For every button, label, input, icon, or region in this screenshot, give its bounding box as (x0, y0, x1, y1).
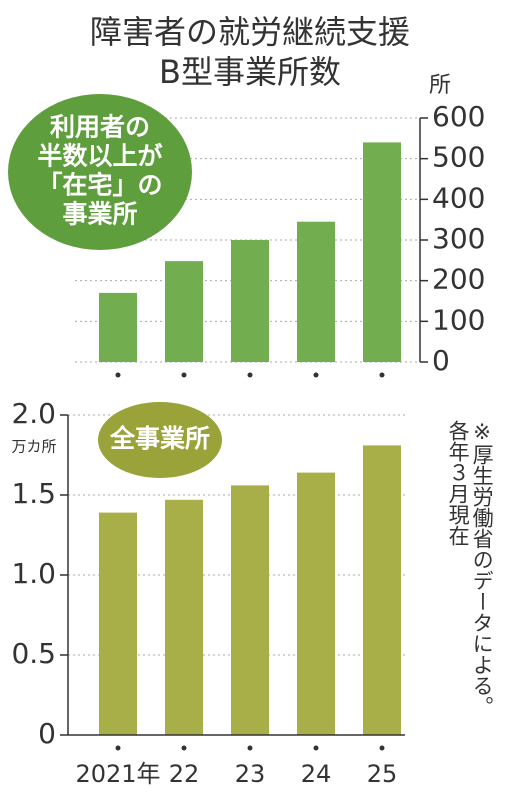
note: ※厚生労働省のデータによる。 (470, 420, 495, 717)
bar (297, 221, 335, 362)
y-tick-label: 0 (432, 344, 450, 377)
bar (99, 512, 137, 735)
badge-text: 全事業所 (109, 424, 210, 453)
category-dot (247, 372, 253, 378)
bar (231, 485, 269, 735)
y-tick-label: 2.0 (11, 397, 56, 430)
bar (165, 261, 203, 362)
category-dot (115, 372, 121, 378)
badge-text: 「在宅」の (37, 171, 162, 200)
y-tick-label: 500 (432, 141, 485, 174)
category-dot (379, 745, 385, 751)
y-tick-label: 1.5 (11, 477, 56, 510)
y-unit: 所 (429, 73, 451, 98)
y-tick-label: 600 (432, 100, 485, 133)
category-dot (181, 372, 187, 378)
x-tick-label: 22 (169, 760, 200, 788)
y-tick-label: 200 (432, 263, 485, 296)
y-unit: 万カ所 (11, 438, 56, 456)
bar (297, 472, 335, 735)
category-dot (313, 372, 319, 378)
chart-title: B型事業所数 (159, 53, 341, 91)
y-tick-label: 400 (432, 181, 485, 214)
category-dot (115, 745, 121, 751)
y-tick-label: 0.5 (11, 637, 56, 670)
badge (98, 402, 222, 478)
bar (231, 240, 269, 362)
bar (99, 292, 137, 362)
y-tick-label: 1.0 (11, 557, 56, 590)
y-tick-label: 100 (432, 303, 485, 336)
y-tick-label: 300 (432, 222, 485, 255)
x-tick-label: 25 (367, 760, 398, 788)
chart-title: 障害者の就労継続支援 (90, 13, 410, 51)
x-tick-label: 24 (301, 760, 332, 788)
x-tick-label: 23 (235, 760, 266, 788)
x-tick-label: 2021年 (75, 760, 160, 788)
bar (165, 499, 203, 735)
badge-text: 事業所 (62, 200, 137, 229)
badge (8, 94, 192, 250)
category-dot (247, 745, 253, 751)
y-tick-label: 0 (38, 717, 56, 750)
category-dot (181, 745, 187, 751)
category-dot (313, 745, 319, 751)
bar (363, 445, 401, 735)
note: 各年３月現在 (446, 420, 471, 546)
badge-text: 半数以上が (37, 142, 162, 171)
badge-text: 利用者の (50, 113, 150, 142)
category-dot (379, 372, 385, 378)
bar (363, 142, 401, 362)
